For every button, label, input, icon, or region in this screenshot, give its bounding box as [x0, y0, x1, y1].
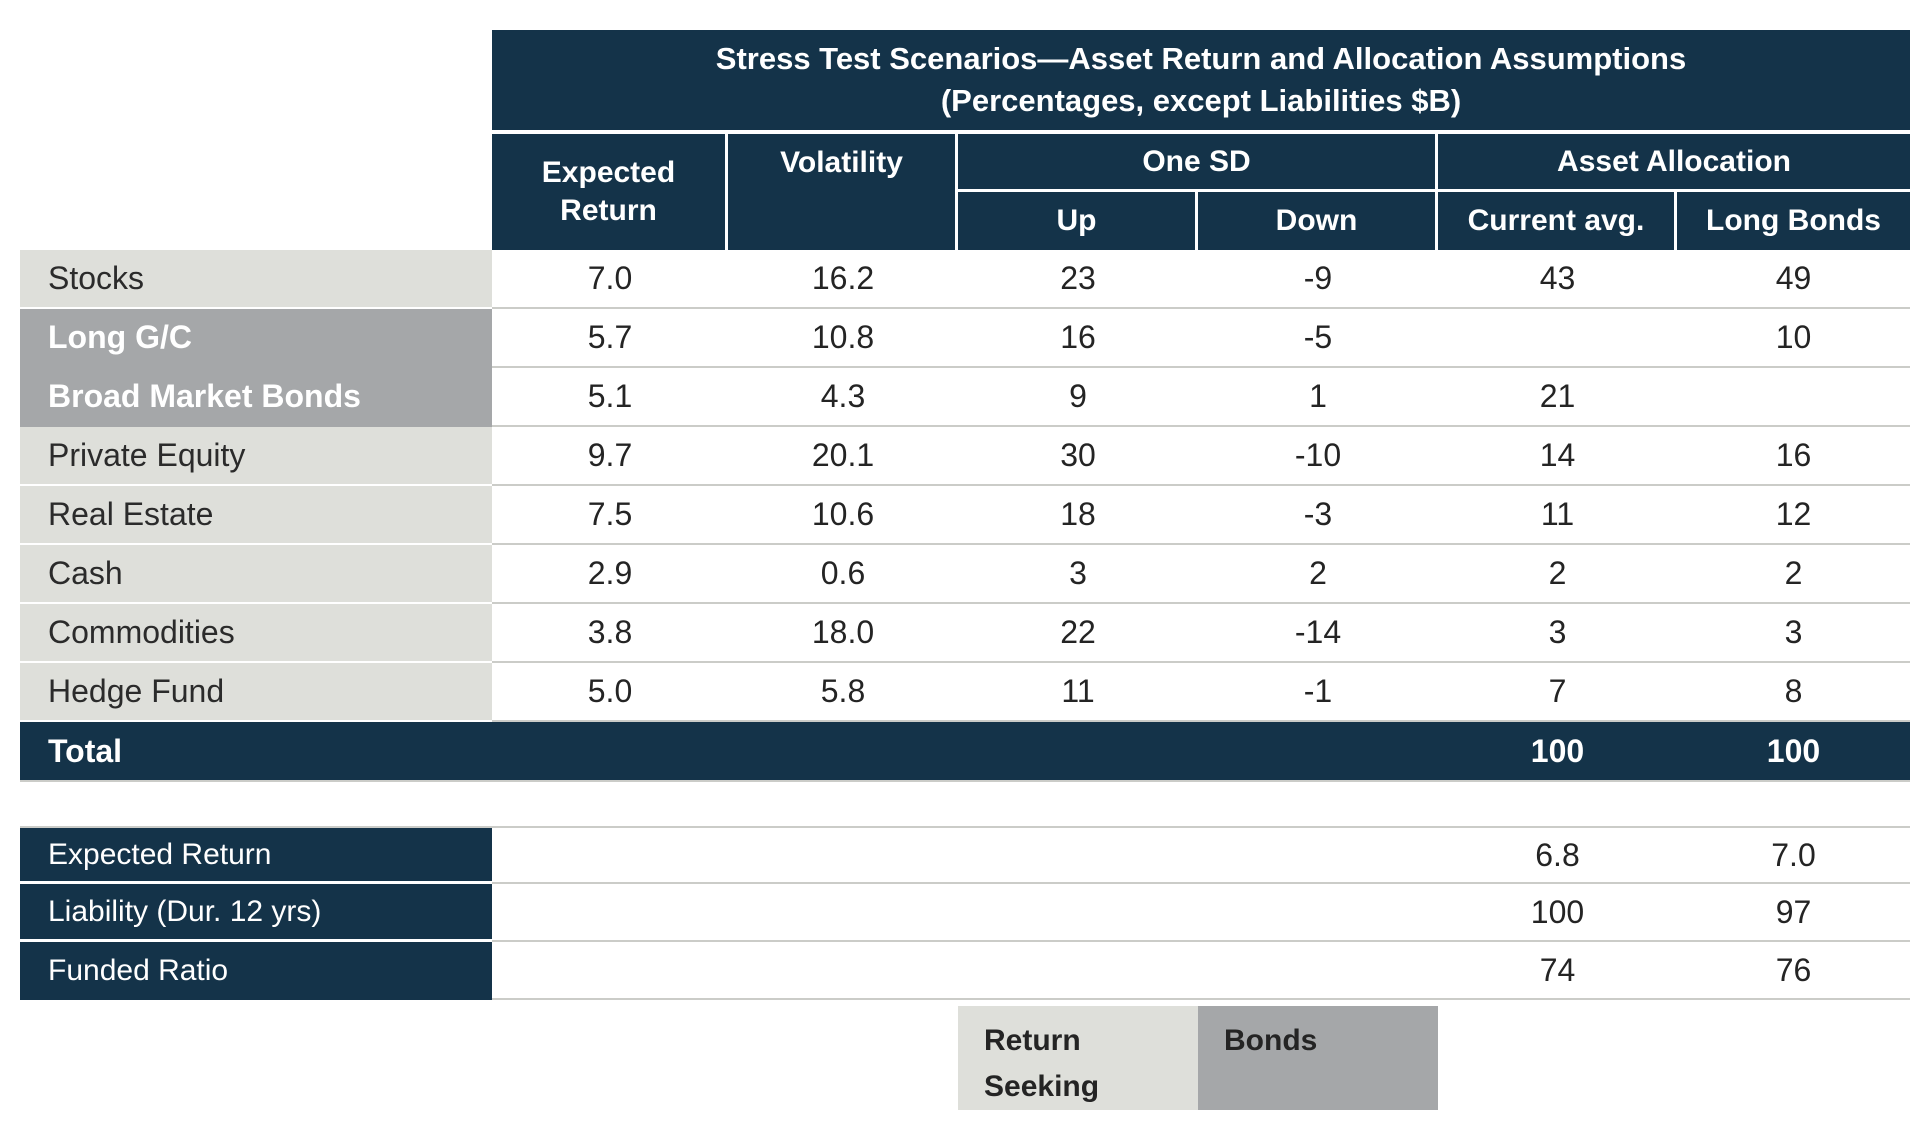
- data-cell: 16: [958, 309, 1198, 368]
- data-cell: 5.8: [728, 663, 958, 722]
- total-row-filler: [492, 722, 1438, 782]
- data-cell: 12: [1677, 486, 1910, 545]
- data-cell: 11: [958, 663, 1198, 722]
- legend-bonds: Bonds: [1198, 1006, 1438, 1110]
- data-cell: 20.1: [728, 427, 958, 486]
- summary-label-funded-ratio: Funded Ratio: [20, 942, 492, 1000]
- data-cell: 2.9: [492, 545, 728, 604]
- data-cell: 22: [958, 604, 1198, 663]
- summary-current-avg: 100: [1438, 884, 1677, 942]
- data-cell: 23: [958, 250, 1198, 309]
- data-cell: 10.6: [728, 486, 958, 545]
- data-cell: 18: [958, 486, 1198, 545]
- col-header-down: Down: [1198, 192, 1438, 250]
- row-label-commodities: Commodities: [20, 604, 492, 663]
- data-cell: 4.3: [728, 368, 958, 427]
- data-cell: -5: [1198, 309, 1438, 368]
- data-cell: 9.7: [492, 427, 728, 486]
- total-long-bonds: 100: [1677, 722, 1910, 782]
- data-cell: 5.0: [492, 663, 728, 722]
- data-cell: 43: [1438, 250, 1677, 309]
- data-cell: 30: [958, 427, 1198, 486]
- row-label-long-gc: Long G/C: [20, 309, 492, 368]
- col-header-long-bonds: Long Bonds: [1677, 192, 1910, 250]
- table-title-line2: (Percentages, except Liabilities $B): [940, 83, 1462, 118]
- data-cell: 21: [1438, 368, 1677, 427]
- total-row-label: Total: [20, 722, 492, 782]
- row-label-real-estate: Real Estate: [20, 486, 492, 545]
- data-cell: -14: [1198, 604, 1438, 663]
- summary-long-bonds: 76: [1677, 942, 1910, 1000]
- data-cell: 2: [1198, 545, 1438, 604]
- header-spacer: [20, 134, 492, 192]
- summary-table: Expected Return 6.8 7.0 Liability (Dur. …: [20, 826, 1910, 1110]
- data-cell: 49: [1677, 250, 1910, 309]
- summary-filler: [492, 942, 1438, 1000]
- data-cell: 5.7: [492, 309, 728, 368]
- total-current-avg: 100: [1438, 722, 1677, 782]
- data-cell: 10.8: [728, 309, 958, 368]
- data-cell: 3: [1677, 604, 1910, 663]
- data-cell: 14: [1438, 427, 1677, 486]
- legend-left-spacer: [20, 1006, 958, 1110]
- row-label-broad-market-bonds: Broad Market Bonds: [20, 368, 492, 427]
- summary-label-liability: Liability (Dur. 12 yrs): [20, 884, 492, 942]
- row-label-private-equity: Private Equity: [20, 427, 492, 486]
- header-spacer: [20, 192, 492, 250]
- data-cell: 8: [1677, 663, 1910, 722]
- data-cell: 16: [1677, 427, 1910, 486]
- data-cell: 5.1: [492, 368, 728, 427]
- data-cell: 18.0: [728, 604, 958, 663]
- data-cell: [1677, 368, 1910, 427]
- summary-current-avg: 74: [1438, 942, 1677, 1000]
- summary-label-expected-return: Expected Return: [20, 826, 492, 884]
- summary-long-bonds: 7.0: [1677, 826, 1910, 884]
- data-cell: 7.5: [492, 486, 728, 545]
- col-header-one-sd: One SD: [958, 134, 1438, 192]
- data-cell: 3: [1438, 604, 1677, 663]
- row-label-stocks: Stocks: [20, 250, 492, 309]
- col-header-asset-allocation: Asset Allocation: [1438, 134, 1910, 192]
- col-header-expected-return: Expected Return: [492, 134, 728, 250]
- row-label-cash: Cash: [20, 545, 492, 604]
- data-cell: [1438, 309, 1677, 368]
- summary-filler: [492, 884, 1438, 942]
- data-cell: 7.0: [492, 250, 728, 309]
- legend-gap: [20, 1000, 1910, 1006]
- data-cell: -9: [1198, 250, 1438, 309]
- legend-return-seeking: Return Seeking: [958, 1006, 1198, 1110]
- data-cell: 3: [958, 545, 1198, 604]
- summary-filler: [492, 826, 1438, 884]
- data-cell: 10: [1677, 309, 1910, 368]
- data-cell: 16.2: [728, 250, 958, 309]
- data-cell: -10: [1198, 427, 1438, 486]
- data-cell: 0.6: [728, 545, 958, 604]
- data-cell: 11: [1438, 486, 1677, 545]
- legend-right-spacer: [1438, 1006, 1910, 1110]
- col-header-up: Up: [958, 192, 1198, 250]
- data-cell: 3.8: [492, 604, 728, 663]
- data-cell: 2: [1677, 545, 1910, 604]
- data-cell: 1: [1198, 368, 1438, 427]
- data-cell: 9: [958, 368, 1198, 427]
- col-header-current-avg: Current avg.: [1438, 192, 1677, 250]
- summary-long-bonds: 97: [1677, 884, 1910, 942]
- data-cell: 7: [1438, 663, 1677, 722]
- table-title: Stress Test Scenarios—Asset Return and A…: [492, 30, 1910, 134]
- stress-test-table: Stress Test Scenarios—Asset Return and A…: [20, 30, 1910, 782]
- data-cell: -1: [1198, 663, 1438, 722]
- row-label-hedge-fund: Hedge Fund: [20, 663, 492, 722]
- col-header-volatility: Volatility: [728, 134, 958, 250]
- corner-spacer: [20, 30, 492, 134]
- data-cell: 2: [1438, 545, 1677, 604]
- table-title-line1: Stress Test Scenarios—Asset Return and A…: [715, 41, 1687, 76]
- summary-current-avg: 6.8: [1438, 826, 1677, 884]
- data-cell: -3: [1198, 486, 1438, 545]
